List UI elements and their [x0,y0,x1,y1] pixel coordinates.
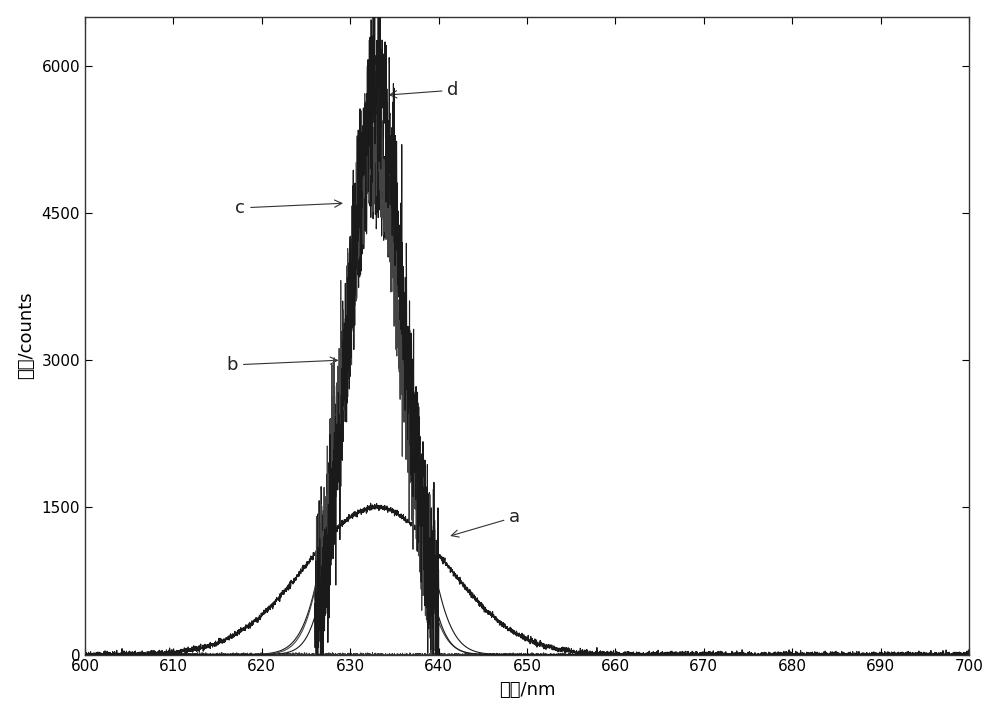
X-axis label: 波长/nm: 波长/nm [499,682,555,700]
Text: a: a [451,508,520,537]
Text: d: d [390,81,459,100]
Y-axis label: 强度/counts: 强度/counts [17,292,35,379]
Text: c: c [235,199,342,217]
Text: b: b [227,356,337,374]
